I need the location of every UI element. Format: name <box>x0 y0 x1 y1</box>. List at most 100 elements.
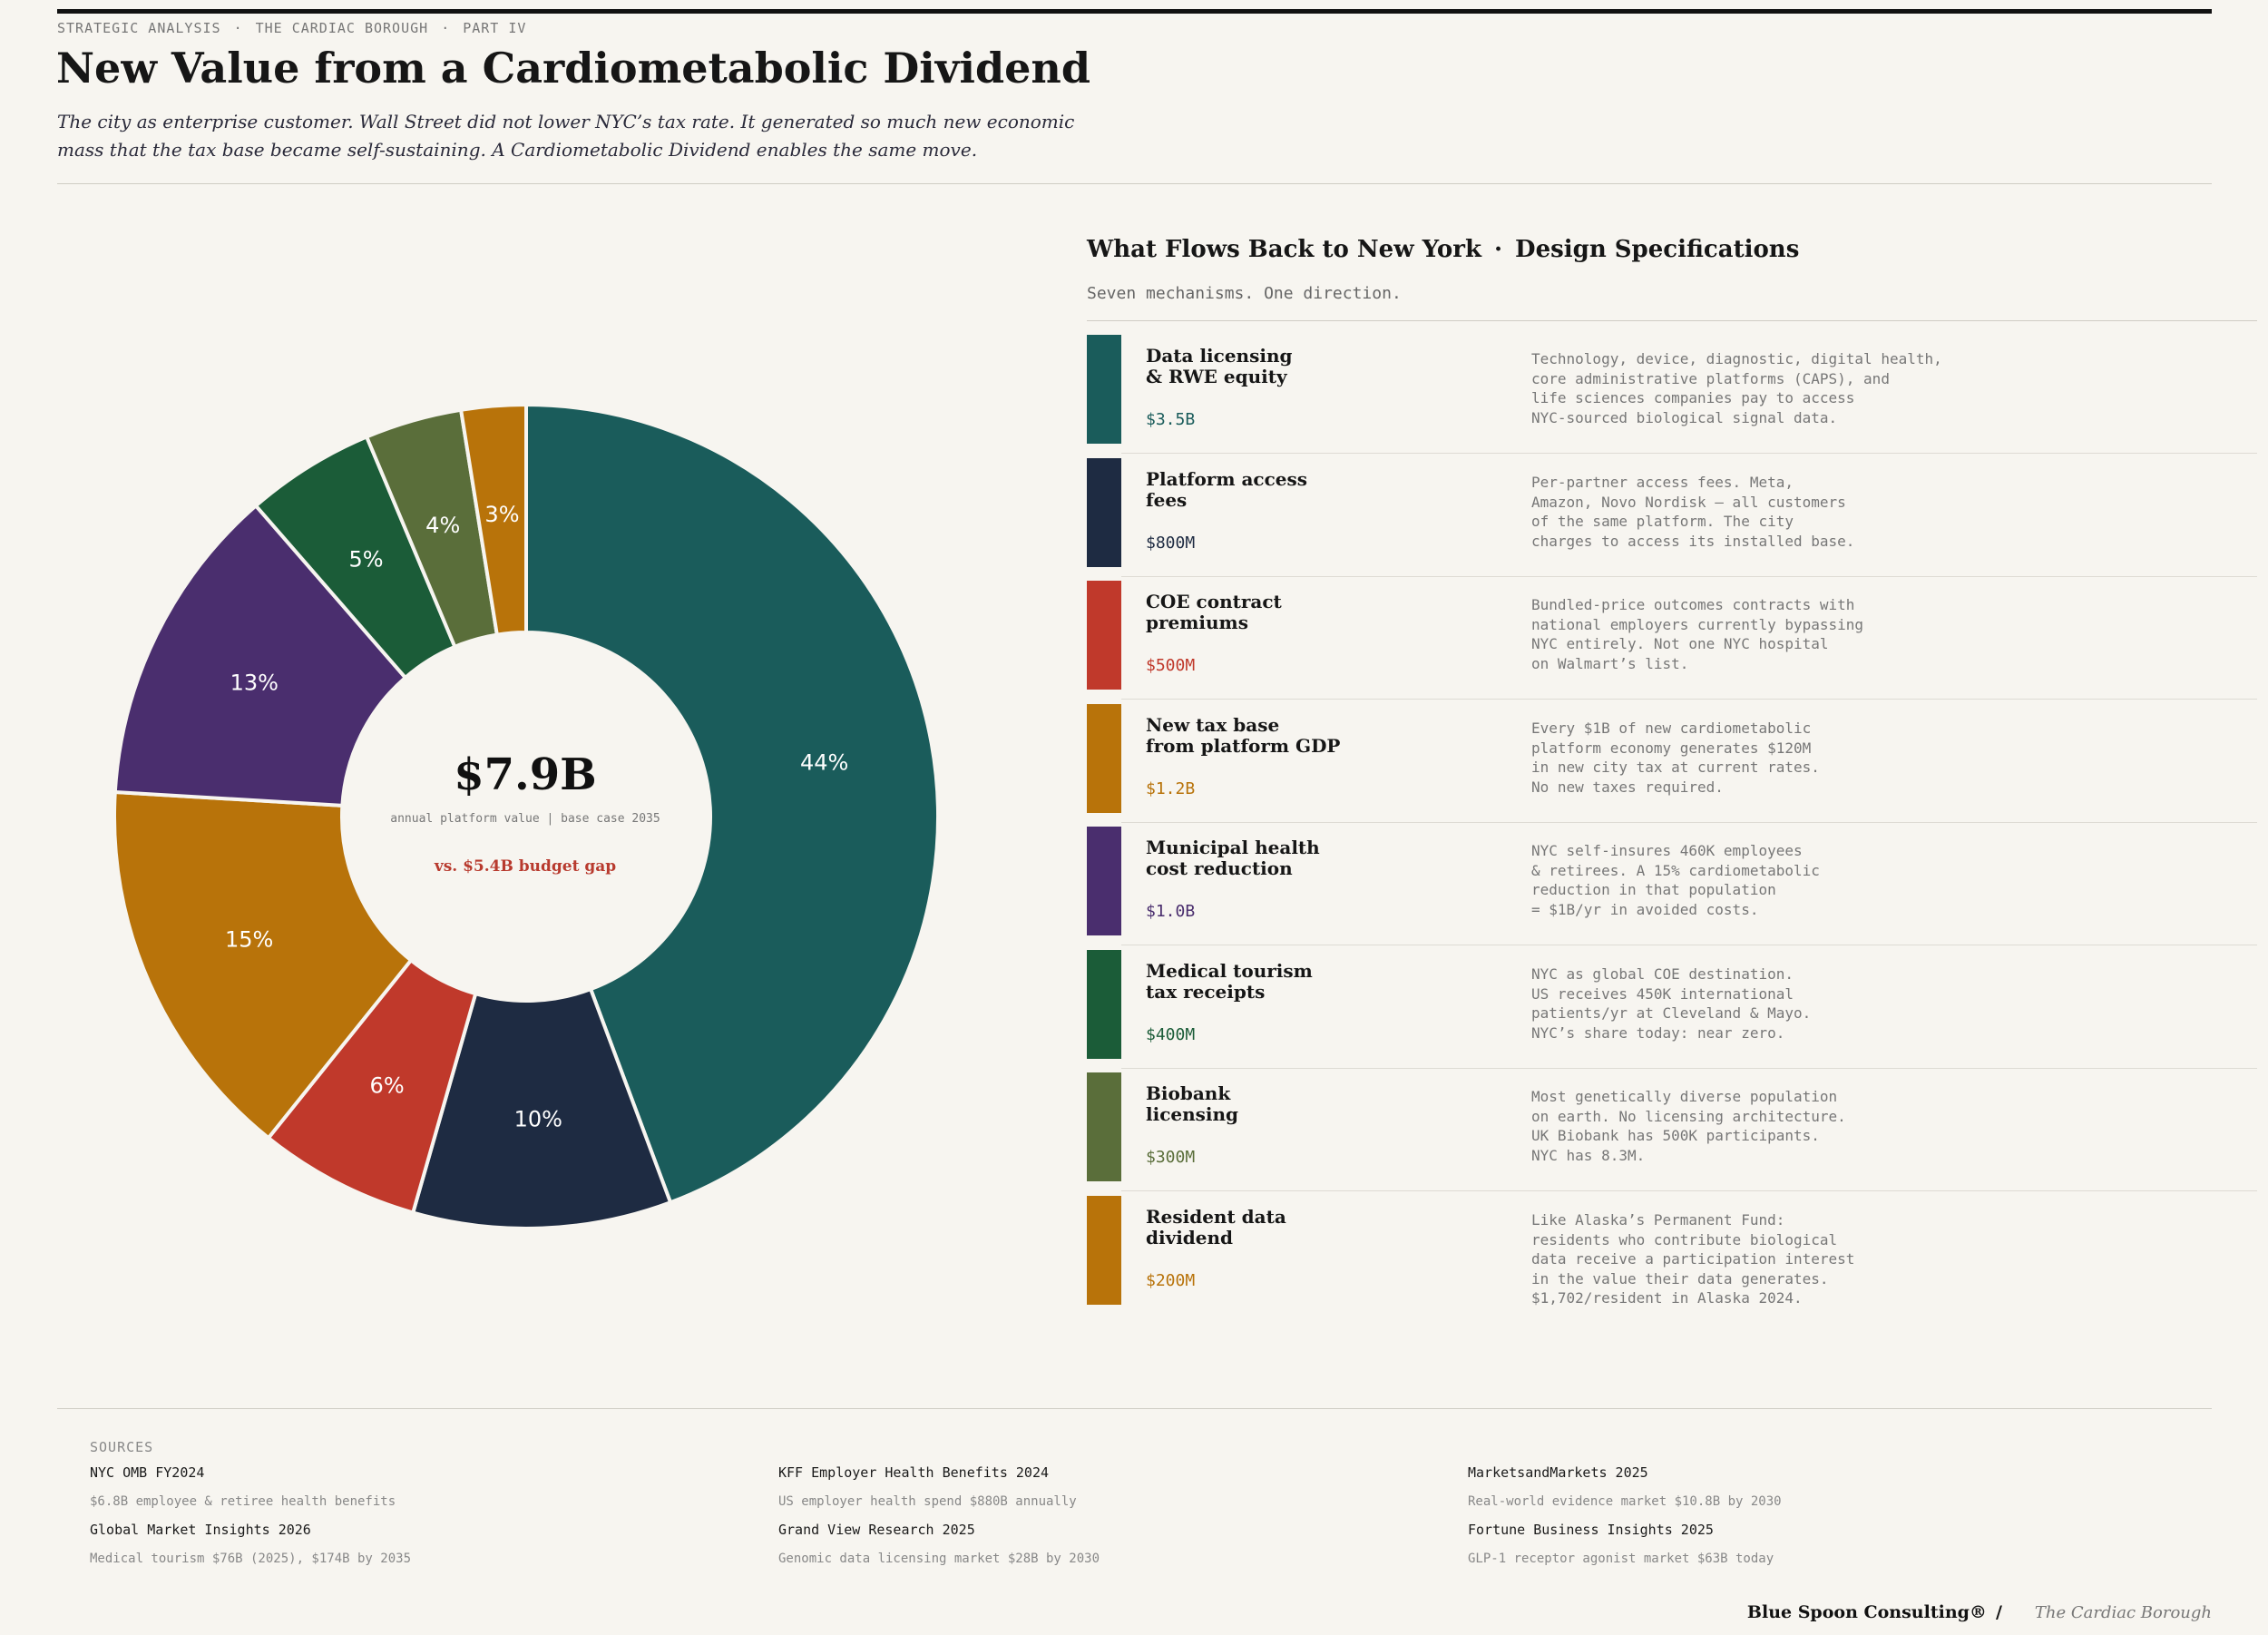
mechanism-value: $400M <box>1146 1025 1196 1044</box>
kicker-series: THE CARDIAC BOROUGH <box>255 20 429 36</box>
mechanism-row: New tax base from platform GDP $1.2B Eve… <box>1087 700 2257 823</box>
source-item: Grand View Research 2025 Genomic data li… <box>778 1522 1413 1566</box>
mechanism-row: Resident data dividend $200M Like Alaska… <box>1087 1191 2257 1315</box>
source-name: Grand View Research 2025 <box>778 1522 975 1538</box>
source-name: Global Market Insights 2026 <box>90 1522 311 1538</box>
donut-slice <box>524 403 940 1205</box>
sources-label: SOURCES <box>90 1439 154 1455</box>
total-value: $7.9B <box>454 749 597 800</box>
mechanism-description: NYC self-insures 460K employees & retire… <box>1531 842 1820 918</box>
header-divider <box>57 183 2212 184</box>
source-item: Fortune Business Insights 2025 GLP-1 rec… <box>1468 1522 2103 1566</box>
source-detail: Medical tourism $76B (2025), $174B by 20… <box>90 1552 412 1566</box>
panel-title-secondary: Design Specifications <box>1515 236 1800 263</box>
kicker-part: PART IV <box>463 20 527 36</box>
row-divider <box>1121 699 2257 700</box>
panel-title: What Flows Back to New York · Design Speci… <box>1087 236 1799 263</box>
mechanism-name: COE contract premiums <box>1146 591 1282 633</box>
mechanism-name: Municipal health cost reduction <box>1146 837 1320 879</box>
donut-slice <box>112 789 413 1141</box>
mechanism-swatch <box>1087 581 1121 690</box>
source-detail: Real-world evidence market $10.8B by 203… <box>1468 1494 1782 1509</box>
total-caption: annual platform value | base case 2035 <box>390 812 660 826</box>
mechanism-value: $800M <box>1146 534 1196 553</box>
mechanism-name: Resident data dividend <box>1146 1206 1286 1248</box>
mechanism-name: Medical tourism tax receipts <box>1146 960 1313 1003</box>
slice-label: 6% <box>370 1073 405 1099</box>
mechanism-swatch <box>1087 1072 1121 1181</box>
source-item: Global Market Insights 2026 Medical tour… <box>90 1522 725 1566</box>
kicker-section: STRATEGIC ANALYSIS <box>57 20 221 36</box>
source-name: NYC OMB FY2024 <box>90 1464 205 1481</box>
mechanism-description: Like Alaska’s Permanent Fund: residents … <box>1531 1211 1855 1307</box>
source-name: Fortune Business Insights 2025 <box>1468 1522 1714 1538</box>
mechanism-row: Biobank licensing $300M Most genetically… <box>1087 1068 2257 1191</box>
donut-slice <box>459 403 528 637</box>
mechanism-name: Biobank licensing <box>1146 1082 1239 1125</box>
mechanism-value: $1.0B <box>1146 902 1196 921</box>
source-name: MarketsandMarkets 2025 <box>1468 1464 1648 1481</box>
mechanism-description: Technology, device, diagnostic, digital … <box>1531 350 1942 426</box>
publication-name: The Cardiac Borough <box>2034 1603 2212 1622</box>
donut-slice <box>112 504 407 808</box>
mechanism-swatch <box>1087 1196 1121 1305</box>
slice-label: 44% <box>800 750 848 776</box>
page-subtitle: The city as enterprise customer. Wall St… <box>57 111 1075 161</box>
top-rule <box>57 9 2212 14</box>
source-detail: $6.8B employee & retiree health benefits <box>90 1494 396 1509</box>
row-divider <box>1121 576 2257 577</box>
brand-name: Blue Spoon Consulting® <box>1746 1602 1987 1622</box>
donut-slice <box>411 987 673 1230</box>
panel-subtitle: Seven mechanisms. One direction. <box>1087 284 1402 303</box>
mechanism-description: NYC as global COE destination. US receiv… <box>1531 965 1812 1042</box>
footer: Blue Spoon Consulting® / The Cardiac Bor… <box>1747 1602 2212 1622</box>
source-item: MarketsandMarkets 2025 Real-world eviden… <box>1468 1464 2103 1509</box>
slice-label: 4% <box>425 513 460 538</box>
mechanism-name: Platform access fees <box>1146 468 1307 511</box>
source-item: NYC OMB FY2024 $6.8B employee & retiree … <box>90 1464 725 1509</box>
panel-divider <box>1087 320 2257 321</box>
slice-label: 13% <box>230 671 279 696</box>
donut-labels: 44% 10% 6% 15% 13% 5% 4% 3% <box>225 502 848 1132</box>
slice-label: 10% <box>514 1107 562 1132</box>
budget-gap-note: vs. $5.4B budget gap <box>434 857 617 876</box>
mechanism-row: Data licensing & RWE equity $3.5B Techno… <box>1087 330 2257 454</box>
source-detail: Genomic data licensing market $28B by 20… <box>778 1552 1100 1566</box>
mechanism-value: $1.2B <box>1146 779 1196 798</box>
mechanism-value: $200M <box>1146 1271 1196 1290</box>
mechanism-swatch <box>1087 458 1121 567</box>
source-detail: US employer health spend $880B annually <box>778 1494 1077 1509</box>
mechanism-row: Municipal health cost reduction $1.0B NY… <box>1087 822 2257 945</box>
mechanism-value: $3.5B <box>1146 410 1196 429</box>
mechanism-swatch <box>1087 827 1121 935</box>
mechanism-description: Most genetically diverse population on e… <box>1531 1088 1846 1164</box>
slice-label: 3% <box>484 502 519 527</box>
mechanism-value: $500M <box>1146 656 1196 675</box>
mechanism-name: New tax base from platform GDP <box>1146 714 1341 757</box>
mechanism-row: Platform access fees $800M Per-partner a… <box>1087 454 2257 577</box>
mechanism-description: Every $1B of new cardiometabolic platfor… <box>1531 720 1820 796</box>
kicker: STRATEGIC ANALYSIS · THE CARDIAC BOROUGH · P… <box>57 20 527 36</box>
mechanism-description: Per-partner access fees. Meta, Amazon, N… <box>1531 474 1855 550</box>
donut-slices <box>112 403 940 1230</box>
mechanism-value: $300M <box>1146 1148 1196 1167</box>
mechanism-swatch <box>1087 335 1121 444</box>
mechanism-row: Medical tourism tax receipts $400M NYC a… <box>1087 945 2257 1069</box>
donut-chart: 44% 10% 6% 15% 13% 5% 4% 3% <box>112 403 940 1230</box>
row-divider <box>1121 822 2257 823</box>
mechanism-swatch <box>1087 704 1121 813</box>
row-divider <box>1121 1190 2257 1191</box>
mechanism-row: COE contract premiums $500M Bundled-pric… <box>1087 576 2257 700</box>
mechanism-swatch <box>1087 950 1121 1059</box>
mechanism-description: Bundled-price outcomes contracts with na… <box>1531 596 1864 672</box>
source-detail: GLP-1 receptor agonist market $63B today <box>1468 1552 1774 1566</box>
source-item: KFF Employer Health Benefits 2024 US emp… <box>778 1464 1413 1509</box>
footer-slash: / <box>1995 1602 2002 1622</box>
page-title: New Value from a Cardiometabolic Dividen… <box>56 44 1091 93</box>
panel-title-separator: · <box>1493 236 1503 263</box>
source-name: KFF Employer Health Benefits 2024 <box>778 1464 1050 1481</box>
panel-title-main: What Flows Back to New York <box>1087 236 1481 263</box>
mechanism-name: Data licensing & RWE equity <box>1146 345 1293 387</box>
slice-label: 5% <box>348 546 383 572</box>
sources-divider <box>57 1408 2212 1409</box>
